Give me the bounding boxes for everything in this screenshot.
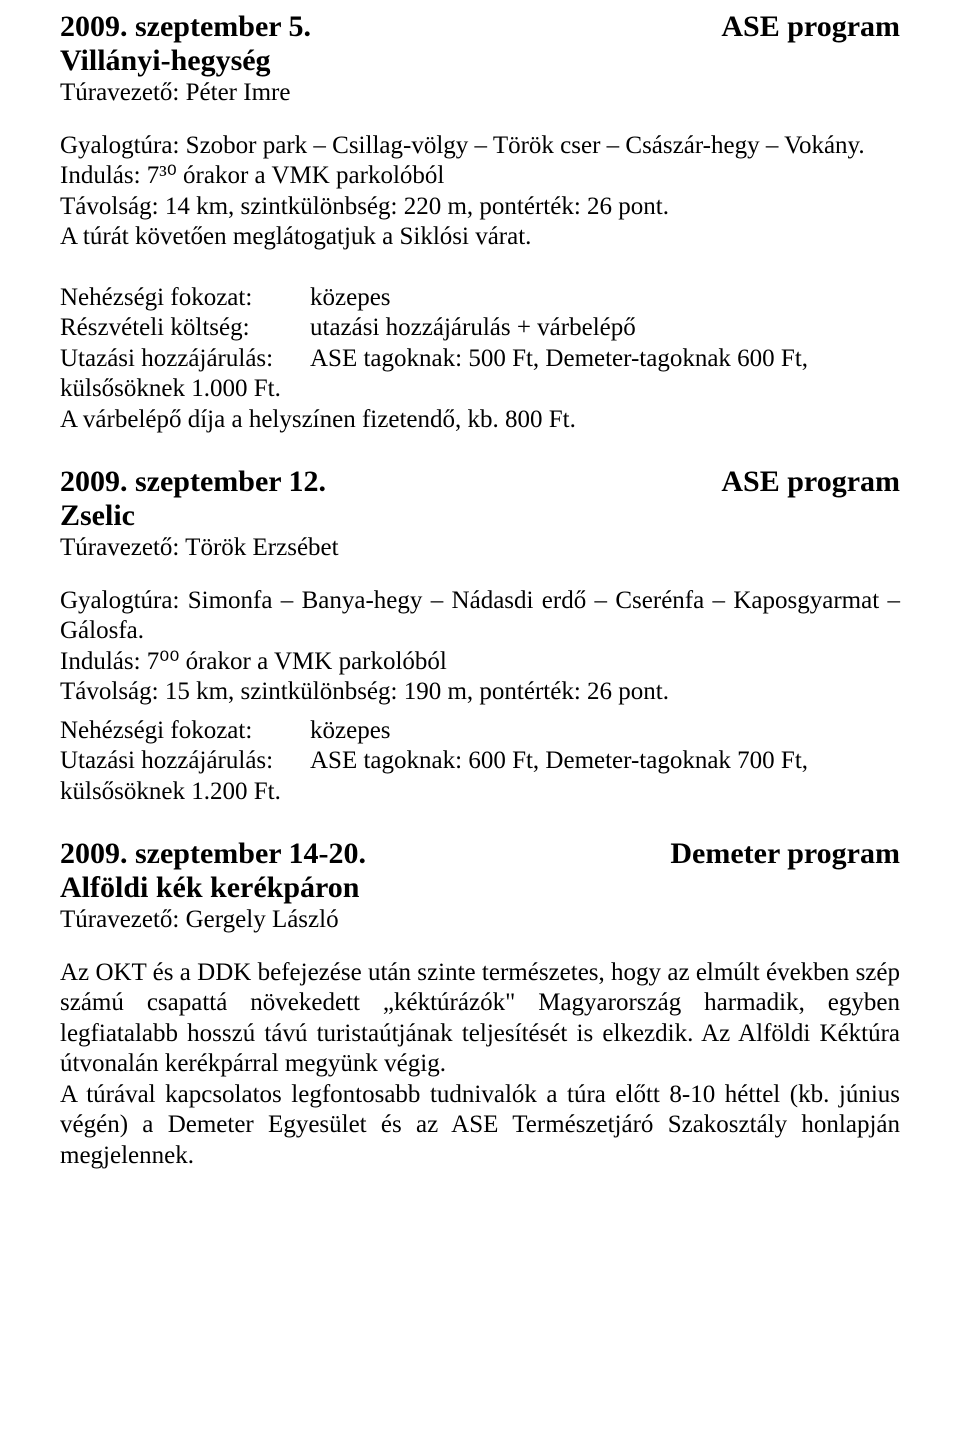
event-leader: Túravezető: Török Erzsébet <box>60 533 900 564</box>
attr-row: Nehézségi fokozat:közepes <box>60 716 900 747</box>
paragraph: A túrával kapcsolatos legfontosabb tudni… <box>60 1080 900 1172</box>
attr-label: Részvételi költség: <box>60 313 310 344</box>
event-header: 2009. szeptember 12. ASE program <box>60 465 900 499</box>
attr-row: Nehézségi fokozat:közepes <box>60 283 900 314</box>
leader-label: Túravezető: <box>60 534 185 561</box>
attr-label: Utazási hozzájárulás: <box>60 344 310 375</box>
event-leader: Túravezető: Péter Imre <box>60 78 900 109</box>
attr-value: közepes <box>310 717 391 744</box>
spacer <box>60 443 900 465</box>
leader-name: Gergely László <box>186 906 339 933</box>
leader-name: Török Erzsébet <box>185 534 338 561</box>
spacer <box>60 564 900 586</box>
event-header: 2009. szeptember 14-20. Demeter program <box>60 837 900 871</box>
detail-line: Indulás: 7³⁰ órakor a VMK parkolóból <box>60 161 900 192</box>
event-leader: Túravezető: Gergely László <box>60 905 900 936</box>
attr-row: Utazási hozzájárulás:ASE tagoknak: 500 F… <box>60 344 900 405</box>
attr-row: Részvételi költség:utazási hozzájárulás … <box>60 313 900 344</box>
attr-value: közepes <box>310 284 391 311</box>
page: 2009. szeptember 5. ASE program Villányi… <box>0 0 960 1444</box>
spacer <box>60 261 900 283</box>
event-header: 2009. szeptember 5. ASE program <box>60 10 900 44</box>
attr-label: Nehézségi fokozat: <box>60 283 310 314</box>
spacer <box>60 936 900 958</box>
event-attributes: Nehézségi fokozat:közepes Részvételi köl… <box>60 283 900 436</box>
event-details: Gyalogtúra: Szobor park – Csillag-völgy … <box>60 131 900 253</box>
spacer <box>60 815 900 837</box>
spacer <box>60 109 900 131</box>
detail-line: Gyalogtúra: Simonfa – Banya-hegy – Nádas… <box>60 586 900 647</box>
detail-line: Távolság: 15 km, szintkülönbség: 190 m, … <box>60 677 900 708</box>
event-program: ASE program <box>721 10 900 44</box>
extra-line: A várbelépő díja a helyszínen fizetendő,… <box>60 405 900 436</box>
leader-label: Túravezető: <box>60 906 186 933</box>
detail-line: Távolság: 14 km, szintkülönbség: 220 m, … <box>60 192 900 223</box>
event-program: ASE program <box>721 465 900 499</box>
detail-line: Indulás: 7⁰⁰ órakor a VMK parkolóból <box>60 647 900 678</box>
attr-row: Utazási hozzájárulás:ASE tagoknak: 600 F… <box>60 746 900 807</box>
attr-label: Utazási hozzájárulás: <box>60 746 310 777</box>
event-date: 2009. szeptember 14-20. <box>60 837 366 871</box>
event-date: 2009. szeptember 12. <box>60 465 326 499</box>
event-program: Demeter program <box>670 837 900 871</box>
attr-value: utazási hozzájárulás + várbelépő <box>310 314 636 341</box>
paragraph: Az OKT és a DDK befejezése után szinte t… <box>60 958 900 1080</box>
event-details: Gyalogtúra: Simonfa – Banya-hegy – Nádas… <box>60 586 900 708</box>
leader-label: Túravezető: <box>60 79 186 106</box>
event-title: Villányi-hegység <box>60 44 900 78</box>
detail-line: A túrát követően meglátogatjuk a Siklósi… <box>60 222 900 253</box>
event-attributes: Nehézségi fokozat:közepes Utazási hozzáj… <box>60 716 900 808</box>
leader-name: Péter Imre <box>186 79 291 106</box>
event-date: 2009. szeptember 5. <box>60 10 311 44</box>
attr-label: Nehézségi fokozat: <box>60 716 310 747</box>
event-title: Alföldi kék kerékpáron <box>60 871 900 905</box>
detail-line: Gyalogtúra: Szobor park – Csillag-völgy … <box>60 131 900 162</box>
event-title: Zselic <box>60 499 900 533</box>
